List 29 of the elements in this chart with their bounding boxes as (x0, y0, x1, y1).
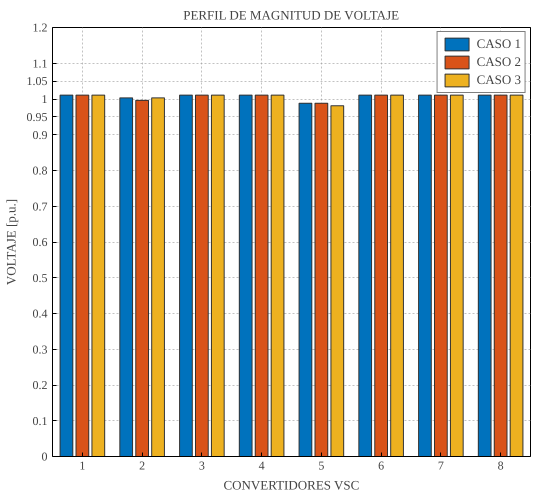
legend-label: CASO 1 (476, 36, 521, 52)
y-tick-label: 0.2 (32, 378, 48, 392)
y-tick-label: 1.1 (32, 56, 48, 70)
y-tick-label: 0.6 (32, 235, 48, 249)
x-axis-title: CONVERTIDORES VSC (223, 478, 360, 492)
y-tick-label: 1.05 (26, 74, 48, 88)
x-tick-label: 5 (318, 458, 324, 472)
y-tick-label: 0 (42, 450, 48, 464)
y-tick-label: 0.8 (32, 164, 48, 178)
legend-label: CASO 3 (476, 72, 521, 88)
y-axis-title: VOLTAJE [p.u.] (4, 198, 18, 286)
x-tick-label: 8 (498, 458, 504, 472)
x-tick-label: 1 (79, 458, 86, 472)
y-tick-label: 0.1 (32, 414, 48, 428)
y-tick-label: 0.5 (32, 270, 48, 285)
y-tick-label: 1 (42, 92, 48, 106)
x-tick-label: 6 (378, 458, 384, 472)
y-tick-label: 0.4 (32, 306, 48, 320)
x-tick-label: 2 (139, 458, 146, 472)
x-tick-label: 4 (258, 458, 265, 472)
y-tick-label: 1.2 (32, 20, 48, 34)
y-tick-label: 0.9 (32, 128, 48, 142)
chart-title: PERFIL DE MAGNITUD DE VOLTAJE (183, 8, 400, 22)
y-tick-label: 0.7 (32, 199, 48, 214)
x-tick-label: 3 (198, 458, 205, 472)
x-tick-label: 7 (438, 458, 444, 472)
legend-label: CASO 2 (476, 54, 521, 70)
y-tick-label: 0.95 (26, 110, 48, 124)
y-tick-label: 0.3 (32, 342, 48, 356)
